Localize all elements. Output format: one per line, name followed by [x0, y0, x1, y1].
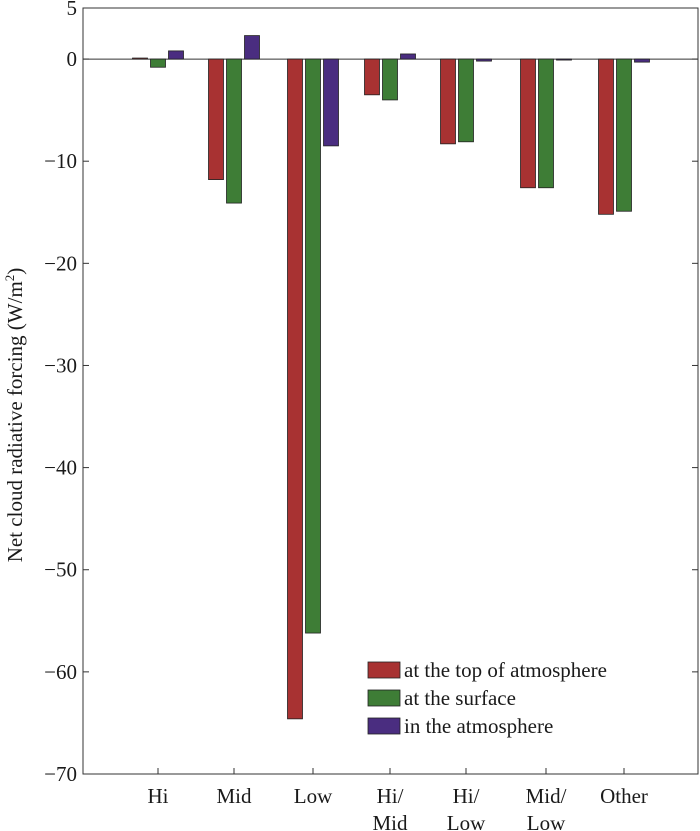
x-tick-label-line: Other	[600, 784, 648, 808]
x-tick-label: Hi/Mid	[372, 784, 408, 831]
y-axis-title-superscript: 2	[2, 275, 17, 282]
x-tick-label: Other	[600, 784, 648, 808]
x-tick-label: Mid	[216, 784, 252, 808]
bar-hi-low-series-2	[458, 58, 474, 143]
bar-hi-mid-series-2	[382, 58, 398, 101]
bar-mid-series-2	[226, 58, 242, 204]
y-tick-label: −30	[44, 353, 77, 377]
x-tick-label-line: Low	[527, 811, 566, 831]
x-tick-label: Hi/Low	[447, 784, 486, 831]
x-tick-label: Mid/Low	[526, 784, 567, 831]
x-tick-label-line: Hi	[148, 784, 169, 808]
legend-swatch	[367, 717, 401, 735]
bar-hi-low-series-3	[476, 58, 492, 62]
legend: at the top of atmosphere at the surface in…	[367, 658, 607, 738]
legend-label: at the top of atmosphere	[404, 658, 607, 682]
bar-hi-series-1	[132, 57, 148, 60]
bar-low-series-2	[305, 58, 321, 634]
bar-mid-low-series-1	[520, 58, 536, 189]
bar-hi-mid-series-1	[364, 58, 380, 96]
x-tick-label-line: Mid/	[526, 784, 567, 808]
bar-mid-series-1	[208, 58, 224, 180]
bar-mid-series-3	[244, 35, 260, 60]
y-tick-label: −50	[44, 558, 77, 582]
x-tick-label-line: Mid	[372, 811, 408, 831]
y-tick-label: 0	[67, 47, 78, 71]
bar-other-series-1	[598, 58, 614, 215]
bar-mid-low-series-2	[538, 58, 554, 189]
x-tick-label-line: Mid	[216, 784, 252, 808]
x-tick-label-line: Hi/	[377, 784, 404, 808]
x-tick-label-line: Hi/	[453, 784, 480, 808]
legend-swatch	[367, 689, 401, 707]
bar-hi-series-3	[168, 50, 184, 60]
y-axis-title: Net cloud radiative forcing (W/m2)	[2, 268, 27, 563]
y-axis-title-close: )	[3, 268, 27, 275]
bar-hi-mid-series-3	[400, 53, 416, 60]
bars	[132, 35, 650, 720]
bar-hi-low-series-1	[440, 58, 456, 145]
x-tick-label: Low	[294, 784, 333, 808]
y-tick-label: −10	[44, 149, 77, 173]
y-axis-title-text: Net cloud radiative forcing (W/m	[3, 281, 27, 562]
y-tick-label: −60	[44, 660, 77, 684]
bar-hi-series-2	[150, 58, 166, 68]
y-tick-label: −40	[44, 456, 77, 480]
bar-other-series-3	[634, 58, 650, 63]
bar-low-series-3	[323, 58, 339, 147]
x-tick-label-line: Low	[294, 784, 333, 808]
bar-other-series-2	[616, 58, 632, 212]
bar-low-series-1	[287, 58, 303, 720]
legend-swatch	[367, 661, 401, 679]
x-tick-label-line: Low	[447, 811, 486, 831]
x-tick-label: Hi	[148, 784, 169, 808]
y-tick-label: 5	[67, 0, 78, 20]
y-axis: 5 0 −10 −20 −30 −40 −50 −60 −70	[44, 0, 698, 786]
legend-label: in the atmosphere	[404, 714, 553, 738]
bar-mid-low-series-3	[556, 58, 572, 61]
y-tick-label: −20	[44, 251, 77, 275]
y-tick-label: −70	[44, 762, 77, 786]
legend-label: at the surface	[404, 686, 516, 710]
